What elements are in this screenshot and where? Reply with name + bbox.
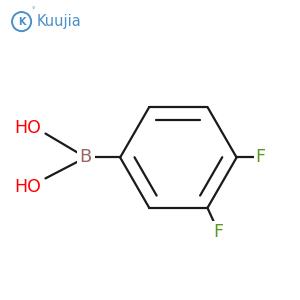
- Text: HO: HO: [14, 118, 41, 136]
- Text: F: F: [213, 223, 223, 241]
- Text: HO: HO: [14, 178, 41, 196]
- Text: B: B: [80, 148, 92, 166]
- Text: K: K: [18, 16, 25, 27]
- Text: °: °: [31, 8, 34, 14]
- Text: F: F: [256, 148, 266, 166]
- Text: Kuujia: Kuujia: [37, 14, 82, 29]
